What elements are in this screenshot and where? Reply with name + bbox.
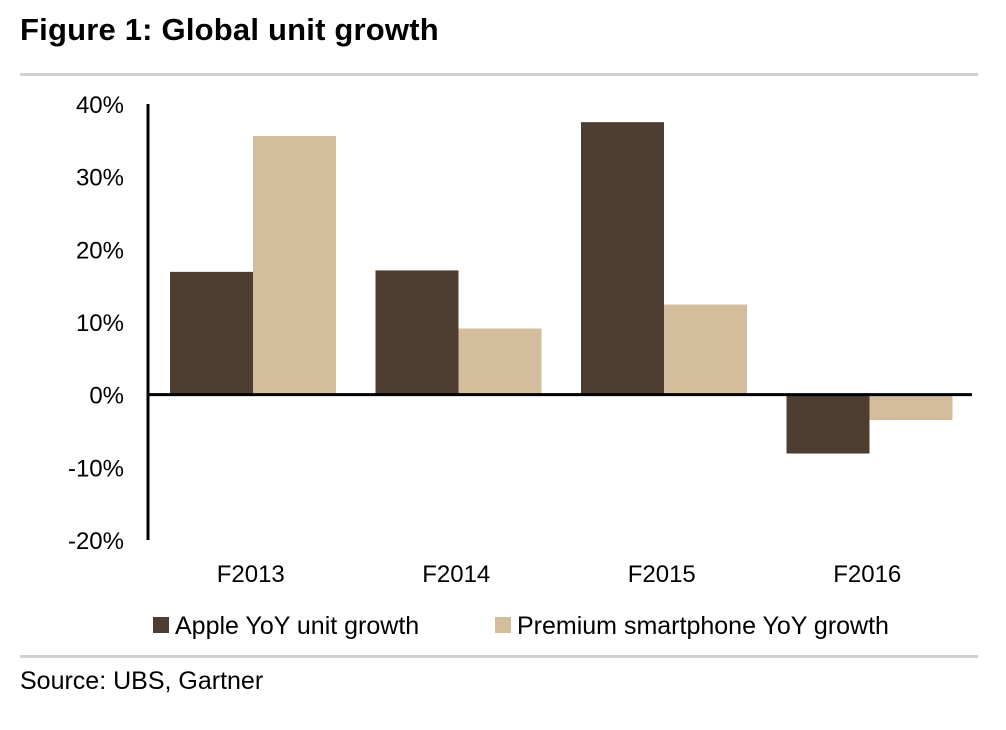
- bottom-divider: [20, 655, 978, 658]
- y-tick-label: -20%: [68, 528, 124, 555]
- bar-chart: -20%-10%0%10%20%30%40% F2013 F2014 F2015 F2…: [68, 92, 972, 640]
- y-tick-label: 20%: [76, 237, 124, 264]
- bar-f2013-series-1: [170, 271, 253, 395]
- x-tick-label: F2016: [833, 561, 901, 588]
- bar-f2016-series-1: [786, 394, 870, 454]
- legend-swatch: [153, 617, 169, 633]
- bar-f2015-series-1: [581, 122, 664, 395]
- x-tick-label: F2015: [628, 561, 696, 588]
- axes-group: [146, 104, 972, 540]
- y-tick-label: 40%: [76, 92, 124, 119]
- y-tick-label: -10%: [68, 455, 124, 482]
- x-tick-label: F2014: [422, 561, 490, 588]
- bar-f2014-series-2: [458, 328, 542, 395]
- bar-f2016-series-2: [869, 394, 953, 421]
- bar-f2015-series-2: [664, 304, 747, 395]
- y-tick-label: 30%: [76, 165, 124, 192]
- legend: Apple YoY unit growth Premium smartphone …: [153, 612, 889, 640]
- top-divider: [20, 73, 978, 76]
- bar-f2014-series-1: [375, 270, 459, 395]
- figure-title: Figure 1: Global unit growth: [20, 12, 439, 47]
- source-note: Source: UBS, Gartner: [20, 667, 264, 695]
- y-tick-labels: -20% -10% 0% 10% 20% 30% 40%: [68, 92, 124, 555]
- legend-label: Apple YoY unit growth: [175, 612, 419, 640]
- x-tick-label: F2013: [217, 561, 285, 588]
- bar-f2013-series-2: [253, 135, 336, 395]
- y-tick-label: 0%: [89, 383, 124, 410]
- y-tick-label: 10%: [76, 310, 124, 337]
- legend-label: Premium smartphone YoY growth: [517, 612, 889, 640]
- legend-swatch: [495, 617, 511, 633]
- bars-group: [170, 122, 953, 454]
- x-tick-labels: F2013 F2014 F2015 F2016: [217, 561, 902, 588]
